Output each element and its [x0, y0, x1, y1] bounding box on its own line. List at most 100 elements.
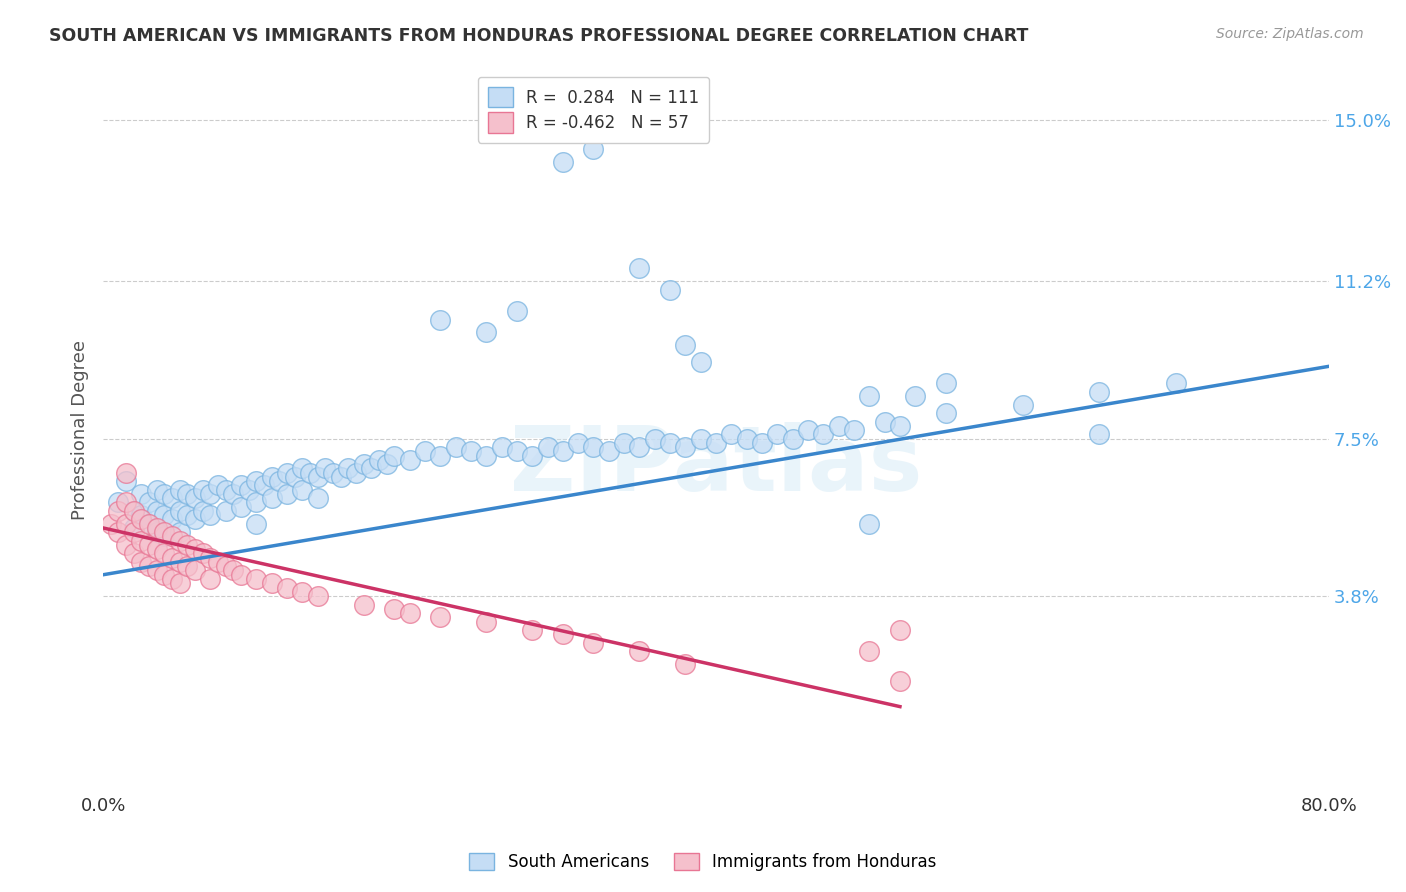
Point [551, 444, 574, 458]
Point [935, 406, 957, 420]
Point [253, 478, 276, 492]
Point [176, 487, 198, 501]
Point [1088, 384, 1111, 399]
Point [229, 478, 252, 492]
Point [115, 495, 138, 509]
Point [353, 457, 375, 471]
Legend: R =  0.284   N = 111, R = -0.462   N = 57: R = 0.284 N = 111, R = -0.462 N = 57 [478, 77, 709, 143]
Point [659, 435, 682, 450]
Point [229, 500, 252, 514]
Point [797, 423, 820, 437]
Point [360, 461, 382, 475]
Point [735, 432, 758, 446]
Point [176, 538, 198, 552]
Point [782, 432, 804, 446]
Point [429, 449, 451, 463]
Point [375, 457, 398, 471]
Point [115, 466, 138, 480]
Point [551, 155, 574, 169]
Point [153, 508, 176, 523]
Point [704, 435, 727, 450]
Point [238, 483, 260, 497]
Point [567, 435, 589, 450]
Point [460, 444, 482, 458]
Point [122, 546, 145, 560]
Point [107, 504, 129, 518]
Point [904, 389, 927, 403]
Point [522, 623, 544, 637]
Point [491, 440, 513, 454]
Point [215, 559, 238, 574]
Point [160, 491, 183, 505]
Point [245, 572, 267, 586]
Point [160, 550, 183, 565]
Point [200, 487, 222, 501]
Point [200, 572, 222, 586]
Point [506, 304, 529, 318]
Point [475, 325, 498, 339]
Point [858, 389, 880, 403]
Point [536, 440, 558, 454]
Point [184, 491, 207, 505]
Point [307, 470, 329, 484]
Point [131, 533, 153, 548]
Point [314, 461, 336, 475]
Point [122, 504, 145, 518]
Point [131, 555, 153, 569]
Point [475, 449, 498, 463]
Point [245, 495, 267, 509]
Point [115, 474, 138, 488]
Point [889, 674, 911, 689]
Point [858, 516, 880, 531]
Point [207, 478, 229, 492]
Point [689, 432, 711, 446]
Point [131, 512, 153, 526]
Point [160, 572, 183, 586]
Point [766, 427, 789, 442]
Point [145, 542, 167, 557]
Point [582, 636, 605, 650]
Point [276, 466, 298, 480]
Text: ZIPatlas: ZIPatlas [510, 422, 922, 510]
Point [322, 466, 344, 480]
Point [184, 512, 207, 526]
Point [138, 538, 160, 552]
Point [368, 453, 391, 467]
Point [382, 449, 405, 463]
Point [475, 615, 498, 629]
Text: Source: ZipAtlas.com: Source: ZipAtlas.com [1216, 27, 1364, 41]
Point [291, 461, 314, 475]
Point [115, 538, 138, 552]
Point [100, 516, 122, 531]
Point [222, 487, 245, 501]
Point [169, 483, 191, 497]
Point [145, 525, 167, 540]
Point [506, 444, 529, 458]
Point [191, 504, 214, 518]
Point [191, 483, 214, 497]
Point [153, 546, 176, 560]
Point [827, 418, 849, 433]
Point [215, 483, 238, 497]
Point [444, 440, 467, 454]
Legend: South Americans, Immigrants from Honduras: South Americans, Immigrants from Hondura… [461, 845, 945, 880]
Point [1164, 376, 1187, 391]
Text: SOUTH AMERICAN VS IMMIGRANTS FROM HONDURAS PROFESSIONAL DEGREE CORRELATION CHART: SOUTH AMERICAN VS IMMIGRANTS FROM HONDUR… [49, 27, 1029, 45]
Point [176, 508, 198, 523]
Point [598, 444, 620, 458]
Point [582, 142, 605, 156]
Y-axis label: Professional Degree: Professional Degree [72, 340, 89, 520]
Point [145, 504, 167, 518]
Point [207, 555, 229, 569]
Point [153, 525, 176, 540]
Point [659, 283, 682, 297]
Point [522, 449, 544, 463]
Point [145, 483, 167, 497]
Point [673, 440, 696, 454]
Point [122, 521, 145, 535]
Point [329, 470, 352, 484]
Point [935, 376, 957, 391]
Point [222, 564, 245, 578]
Point [160, 529, 183, 543]
Point [276, 487, 298, 501]
